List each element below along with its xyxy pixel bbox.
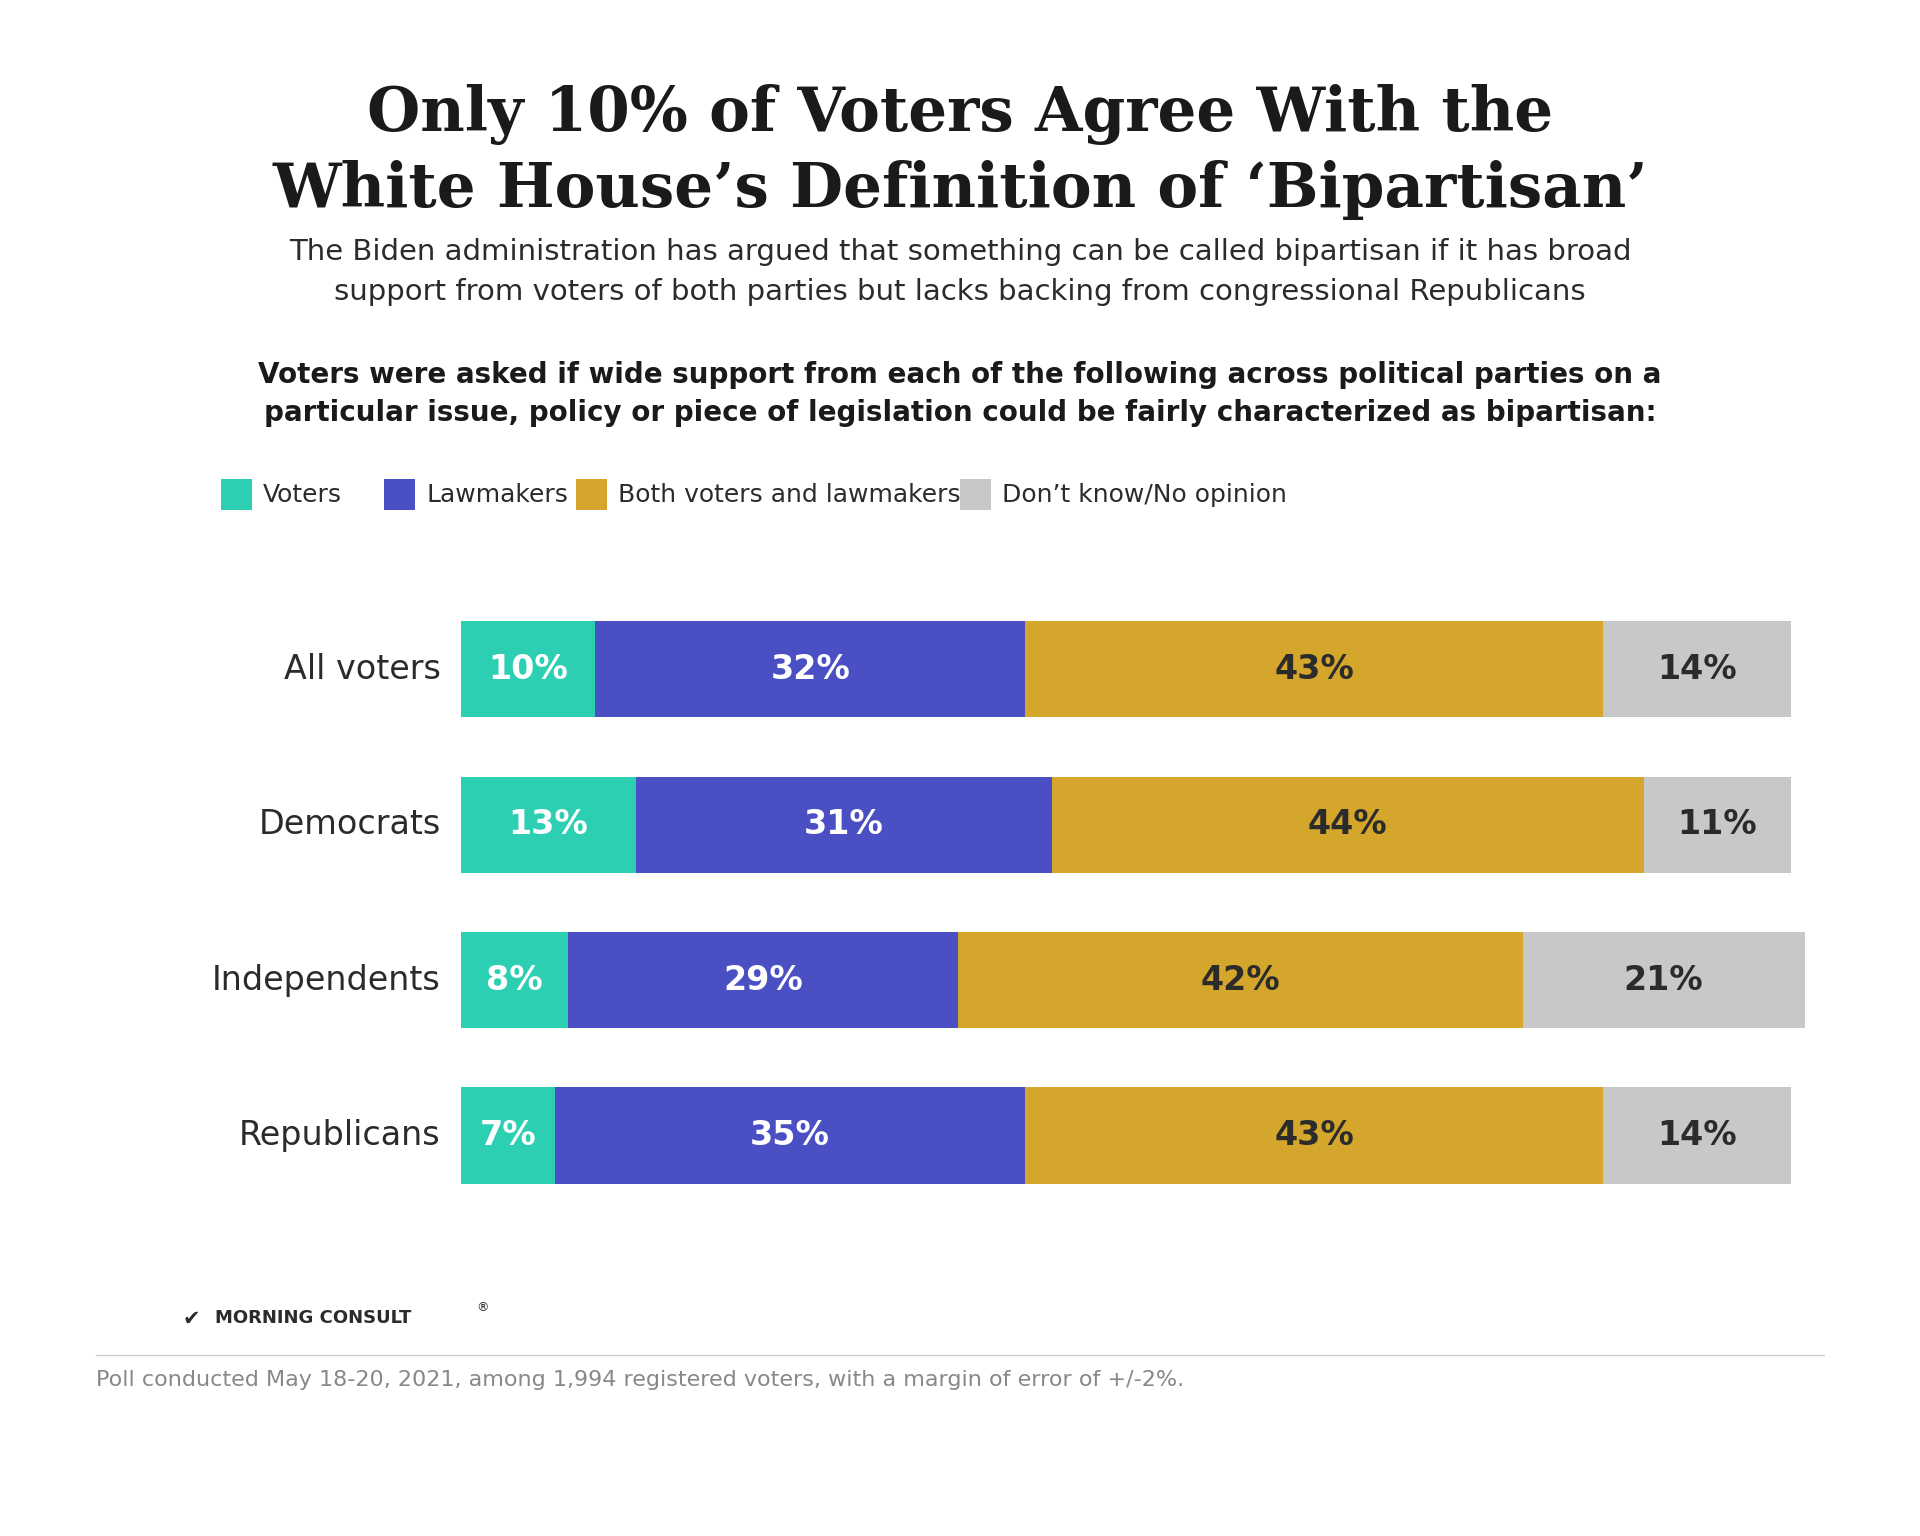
Bar bbox=[595, 621, 1025, 717]
Text: ®: ® bbox=[476, 1301, 490, 1313]
Bar bbox=[1644, 777, 1791, 872]
Bar bbox=[461, 777, 636, 872]
Bar bbox=[461, 1087, 555, 1184]
Text: Only 10% of Voters Agree With the
White House’s Definition of ‘Bipartisan’: Only 10% of Voters Agree With the White … bbox=[273, 84, 1647, 220]
Text: 42%: 42% bbox=[1200, 963, 1281, 997]
Text: Voters: Voters bbox=[263, 482, 342, 507]
Text: ✔: ✔ bbox=[182, 1309, 200, 1329]
Text: 14%: 14% bbox=[1657, 1120, 1738, 1152]
Bar bbox=[1025, 621, 1603, 717]
Text: All voters: All voters bbox=[284, 653, 440, 685]
Bar bbox=[1603, 621, 1791, 717]
Text: 13%: 13% bbox=[509, 808, 588, 842]
Text: 7%: 7% bbox=[480, 1120, 536, 1152]
Text: 31%: 31% bbox=[804, 808, 883, 842]
Text: Independents: Independents bbox=[211, 963, 440, 997]
Text: The Biden administration has argued that something can be called bipartisan if i: The Biden administration has argued that… bbox=[288, 238, 1632, 306]
Text: 14%: 14% bbox=[1657, 653, 1738, 685]
Text: 43%: 43% bbox=[1275, 653, 1354, 685]
Text: 8%: 8% bbox=[486, 963, 543, 997]
Bar bbox=[461, 621, 595, 717]
Text: Republicans: Republicans bbox=[238, 1120, 440, 1152]
Text: 44%: 44% bbox=[1308, 808, 1388, 842]
Bar bbox=[568, 932, 958, 1028]
Bar bbox=[555, 1087, 1025, 1184]
Text: 43%: 43% bbox=[1275, 1120, 1354, 1152]
Text: Both voters and lawmakers: Both voters and lawmakers bbox=[618, 482, 960, 507]
Text: Poll conducted May 18-20, 2021, among 1,994 registered voters, with a margin of : Poll conducted May 18-20, 2021, among 1,… bbox=[96, 1370, 1185, 1390]
Text: 21%: 21% bbox=[1624, 963, 1703, 997]
Text: 35%: 35% bbox=[751, 1120, 829, 1152]
Bar bbox=[1523, 932, 1805, 1028]
Bar bbox=[1052, 777, 1644, 872]
Text: Lawmakers: Lawmakers bbox=[426, 482, 568, 507]
Text: 11%: 11% bbox=[1678, 808, 1757, 842]
Text: Voters were asked if wide support from each of the following across political pa: Voters were asked if wide support from e… bbox=[259, 361, 1661, 427]
Text: Democrats: Democrats bbox=[259, 808, 440, 842]
Text: 10%: 10% bbox=[488, 653, 568, 685]
Bar bbox=[958, 932, 1523, 1028]
Text: 32%: 32% bbox=[770, 653, 851, 685]
Bar bbox=[636, 777, 1052, 872]
Text: Don’t know/No opinion: Don’t know/No opinion bbox=[1002, 482, 1286, 507]
Text: 29%: 29% bbox=[724, 963, 803, 997]
Bar bbox=[1025, 1087, 1603, 1184]
Bar bbox=[461, 932, 568, 1028]
Text: MORNING CONSULT: MORNING CONSULT bbox=[215, 1309, 411, 1327]
Bar bbox=[1603, 1087, 1791, 1184]
